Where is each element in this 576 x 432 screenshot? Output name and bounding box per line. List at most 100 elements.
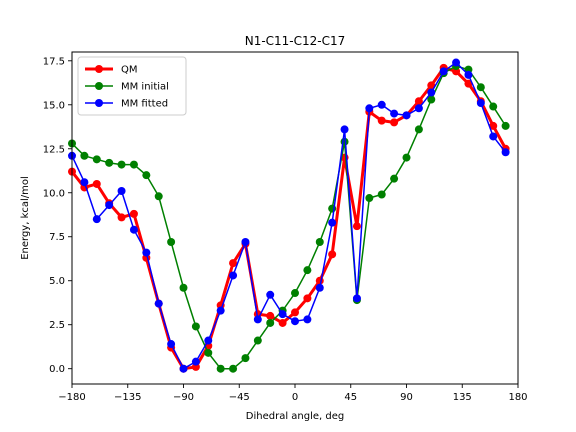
- data-point-mm-fitted: [340, 125, 349, 134]
- data-point-qm: [266, 311, 275, 320]
- x-tick-label: −45: [229, 392, 250, 403]
- data-point-qm: [278, 318, 287, 327]
- data-point-mm-initial: [191, 322, 200, 331]
- data-point-mm-fitted: [377, 100, 386, 109]
- data-point-qm: [117, 213, 126, 222]
- data-point-mm-initial: [414, 125, 423, 134]
- data-point-mm-initial: [167, 238, 176, 247]
- data-point-qm: [229, 259, 238, 268]
- x-axis-label: Dihedral angle, deg: [246, 411, 344, 422]
- x-tick-label: 135: [453, 392, 472, 403]
- data-point-mm-fitted: [352, 294, 361, 303]
- data-point-mm-fitted: [167, 340, 176, 349]
- data-point-qm: [427, 81, 436, 90]
- legend-marker-mm-fitted: [95, 99, 103, 107]
- legend-box: [77, 56, 187, 116]
- y-tick-label: 10.0: [43, 188, 65, 199]
- data-point-mm-initial: [154, 192, 163, 201]
- data-point-mm-fitted: [501, 148, 510, 157]
- y-tick-label: 7.5: [49, 232, 65, 243]
- data-point-mm-fitted: [142, 248, 151, 257]
- data-point-qm: [328, 250, 337, 259]
- data-point-mm-initial: [315, 238, 324, 247]
- data-point-mm-initial: [291, 289, 299, 298]
- y-tick-label: 0.0: [49, 364, 65, 375]
- data-point-mm-initial: [390, 174, 399, 183]
- data-point-mm-initial: [179, 283, 188, 292]
- plot-area: [68, 51, 519, 385]
- data-point-mm-fitted: [303, 315, 312, 324]
- data-point-mm-initial: [204, 348, 213, 357]
- data-point-mm-fitted: [92, 215, 101, 224]
- series-mm-fitted: [68, 58, 510, 373]
- y-axis-label: Energy, kcal/mol: [20, 176, 31, 260]
- data-point-mm-fitted: [476, 99, 485, 108]
- x-tick-label: 90: [400, 392, 413, 403]
- y-tick-label: 12.5: [43, 144, 65, 155]
- y-tick-label: 5.0: [49, 276, 65, 287]
- data-point-mm-fitted: [117, 186, 126, 195]
- data-point-mm-fitted: [266, 290, 275, 299]
- data-point-mm-initial: [241, 354, 250, 363]
- data-point-mm-initial: [377, 190, 386, 199]
- data-point-mm-fitted: [105, 201, 114, 210]
- data-point-mm-fitted: [390, 109, 399, 118]
- data-point-mm-initial: [129, 160, 138, 169]
- data-point-mm-initial: [402, 153, 411, 162]
- data-point-qm: [92, 179, 101, 188]
- data-point-mm-fitted: [241, 238, 250, 247]
- data-point-mm-initial: [216, 364, 225, 373]
- data-point-mm-initial: [253, 336, 262, 345]
- y-tick-label: 15.0: [43, 100, 65, 111]
- x-tick-label: 180: [508, 392, 527, 403]
- y-axis: 0.0 2.5 5.0 7.5 10.0 12.5 15.0 17.5: [43, 56, 72, 375]
- data-point-qm: [377, 116, 386, 125]
- data-point-qm: [315, 276, 324, 285]
- x-axis: −180 −135 −90 −45 0 45 90 135 180: [58, 384, 528, 403]
- data-point-mm-fitted: [427, 88, 436, 97]
- y-tick-label: 2.5: [49, 320, 65, 331]
- data-point-mm-initial: [142, 171, 151, 180]
- x-tick-label: 0: [292, 392, 298, 403]
- data-point-qm: [352, 222, 361, 231]
- data-point-mm-initial: [105, 158, 114, 167]
- data-point-qm: [489, 121, 498, 130]
- data-point-mm-fitted: [229, 271, 238, 280]
- data-point-mm-fitted: [179, 364, 188, 373]
- x-tick-label: 45: [344, 392, 357, 403]
- data-point-mm-fitted: [154, 299, 163, 308]
- data-point-mm-initial: [80, 151, 89, 160]
- x-tick-label: −180: [58, 392, 85, 403]
- y-tick-label: 17.5: [43, 56, 65, 67]
- data-point-mm-initial: [489, 102, 498, 111]
- data-point-mm-initial: [365, 194, 374, 203]
- legend-marker-mm-initial: [95, 82, 103, 90]
- data-point-mm-fitted: [402, 111, 411, 120]
- data-point-mm-fitted: [439, 67, 448, 76]
- data-point-mm-fitted: [278, 310, 287, 319]
- data-point-qm: [390, 118, 399, 127]
- data-point-qm: [291, 308, 299, 317]
- legend-label-qm: QM: [121, 65, 138, 76]
- data-point-mm-fitted: [191, 357, 200, 366]
- data-point-mm-initial: [501, 121, 510, 130]
- series-layer: [68, 58, 510, 373]
- legend-marker-qm: [95, 65, 103, 73]
- data-point-mm-initial: [427, 95, 436, 104]
- legend-label-mm-initial: MM initial: [121, 82, 169, 93]
- data-point-mm-initial: [266, 318, 275, 327]
- x-tick-label: −135: [114, 392, 141, 403]
- data-point-mm-fitted: [464, 70, 473, 79]
- data-point-mm-fitted: [291, 317, 299, 326]
- data-point-mm-initial: [476, 83, 485, 92]
- data-point-mm-initial: [117, 160, 126, 169]
- data-point-mm-fitted: [253, 315, 262, 324]
- data-point-mm-fitted: [414, 104, 423, 113]
- data-point-qm: [464, 79, 473, 88]
- data-point-qm: [414, 97, 423, 106]
- data-point-mm-fitted: [129, 225, 138, 234]
- chart-title: N1-C11-C12-C17: [245, 34, 346, 48]
- x-tick-label: −90: [173, 392, 194, 403]
- data-point-qm: [129, 209, 138, 218]
